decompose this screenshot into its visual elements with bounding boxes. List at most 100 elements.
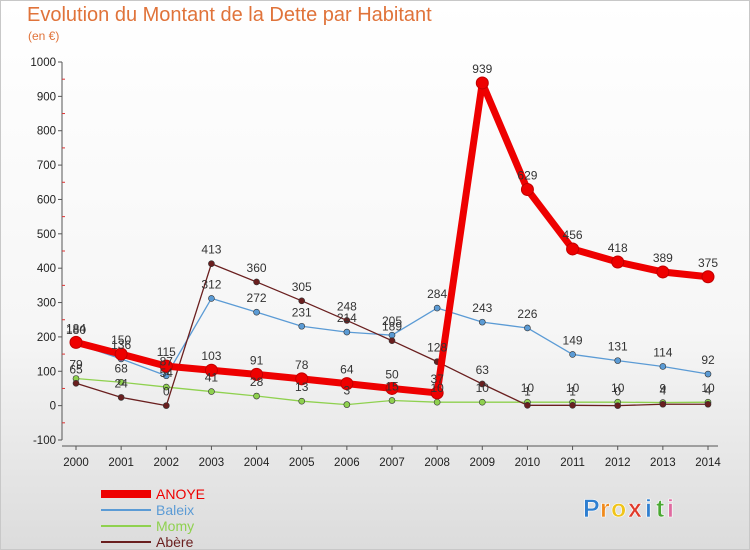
data-point xyxy=(656,265,670,279)
y-tick-label: 800 xyxy=(37,126,56,138)
x-tick-label: 2012 xyxy=(605,457,631,469)
data-label-momy: 10 xyxy=(521,381,535,395)
data-label-anoye: 629 xyxy=(517,168,537,182)
legend-label: Baleix xyxy=(156,502,194,518)
data-label-baleix: 92 xyxy=(701,353,715,367)
data-label-momy: 10 xyxy=(476,381,490,395)
data-label-momy: 10 xyxy=(430,381,444,395)
logo-letter: o xyxy=(611,495,626,523)
data-label-momy: 54 xyxy=(160,366,174,380)
y-tick-label: 700 xyxy=(37,160,56,172)
data-label-anoye: 939 xyxy=(472,62,492,76)
data-label-momy: 13 xyxy=(295,380,309,394)
data-point xyxy=(162,372,170,380)
data-point xyxy=(162,402,170,409)
y-tick-label: 300 xyxy=(37,298,56,310)
data-point xyxy=(478,398,486,406)
data-point xyxy=(298,397,306,405)
data-point xyxy=(433,398,441,406)
data-label-abère: 305 xyxy=(292,280,312,294)
data-label-abère: 189 xyxy=(382,320,402,334)
data-label-anoye: 150 xyxy=(111,333,131,347)
data-label-abère: 1 xyxy=(524,384,531,398)
data-point xyxy=(566,242,580,256)
x-tick-label: 2000 xyxy=(63,457,89,469)
x-tick-label: 2004 xyxy=(244,457,270,469)
data-label-abère: 4 xyxy=(705,383,712,397)
chart-subtitle: (en €) xyxy=(28,29,60,43)
data-point xyxy=(569,401,576,409)
data-point xyxy=(162,383,170,391)
data-point xyxy=(253,308,260,316)
legend-label: Momy xyxy=(156,518,194,534)
data-label-baleix: 226 xyxy=(517,307,537,321)
data-point xyxy=(208,295,215,302)
x-tick-label: 2007 xyxy=(379,457,405,469)
data-point xyxy=(614,357,622,364)
data-label-anoye: 375 xyxy=(698,256,718,270)
x-tick-label: 2013 xyxy=(650,457,676,469)
data-label-momy: 10 xyxy=(566,381,580,395)
data-point xyxy=(478,380,486,388)
data-label-abère: 0 xyxy=(614,385,621,399)
data-label-baleix: 131 xyxy=(608,340,628,354)
data-label-baleix: 284 xyxy=(427,287,447,301)
logo-letter: r xyxy=(600,495,610,523)
data-point xyxy=(298,322,306,330)
data-point xyxy=(524,401,531,409)
data-point xyxy=(433,304,441,312)
data-point xyxy=(114,347,128,361)
data-point xyxy=(475,76,489,90)
data-point xyxy=(208,260,215,268)
data-point xyxy=(611,255,625,269)
data-point xyxy=(295,372,309,386)
data-label-momy: 3 xyxy=(344,384,351,398)
y-tick-label: 500 xyxy=(37,229,56,241)
data-point xyxy=(659,400,667,408)
data-label-anoye: 115 xyxy=(157,345,176,359)
data-point xyxy=(524,324,531,332)
data-label-baleix: 205 xyxy=(382,314,402,328)
data-label-abère: 1 xyxy=(569,384,576,398)
data-label-baleix: 114 xyxy=(653,345,672,359)
data-point xyxy=(569,351,576,358)
data-label-momy: 15 xyxy=(385,379,399,393)
data-label-abère: 63 xyxy=(476,363,490,377)
data-label-momy: 68 xyxy=(114,361,128,375)
legend-label: Abère xyxy=(156,534,194,549)
data-label-momy: 9 xyxy=(660,382,667,396)
legend-label: ANOYE xyxy=(156,486,205,502)
data-point xyxy=(388,397,396,404)
data-point xyxy=(704,370,712,378)
data-point xyxy=(250,367,264,381)
data-point xyxy=(117,378,125,386)
data-point xyxy=(701,270,715,284)
data-label-abère: 65 xyxy=(69,362,83,376)
y-tick-label: 1000 xyxy=(30,57,56,69)
data-point xyxy=(208,388,215,395)
y-tick-label: 600 xyxy=(37,194,56,206)
data-label-abère: 4 xyxy=(660,383,667,397)
x-tick-label: 2003 xyxy=(199,457,225,469)
data-label-anoye: 78 xyxy=(295,358,309,372)
data-point xyxy=(253,392,260,400)
data-point xyxy=(69,335,83,349)
data-point xyxy=(614,402,622,409)
data-label-anoye: 389 xyxy=(653,251,673,265)
data-label-abère: 0 xyxy=(163,385,170,399)
data-label-anoye: 184 xyxy=(66,321,86,335)
chart-title: Evolution du Montant de la Dette par Hab… xyxy=(27,4,432,26)
data-point xyxy=(253,278,260,286)
data-point xyxy=(298,297,306,305)
data-label-anoye: 456 xyxy=(563,228,583,242)
logo-letter: t xyxy=(656,495,665,523)
x-tick-label: 2006 xyxy=(334,457,360,469)
data-point xyxy=(478,318,486,326)
data-label-abère: 413 xyxy=(201,243,221,257)
data-label-abère: 360 xyxy=(247,261,267,275)
data-label-baleix: 136 xyxy=(111,338,131,352)
data-label-anoye: 37 xyxy=(430,372,444,386)
y-tick-label: 400 xyxy=(37,263,56,275)
logo-letter: P xyxy=(583,495,600,523)
